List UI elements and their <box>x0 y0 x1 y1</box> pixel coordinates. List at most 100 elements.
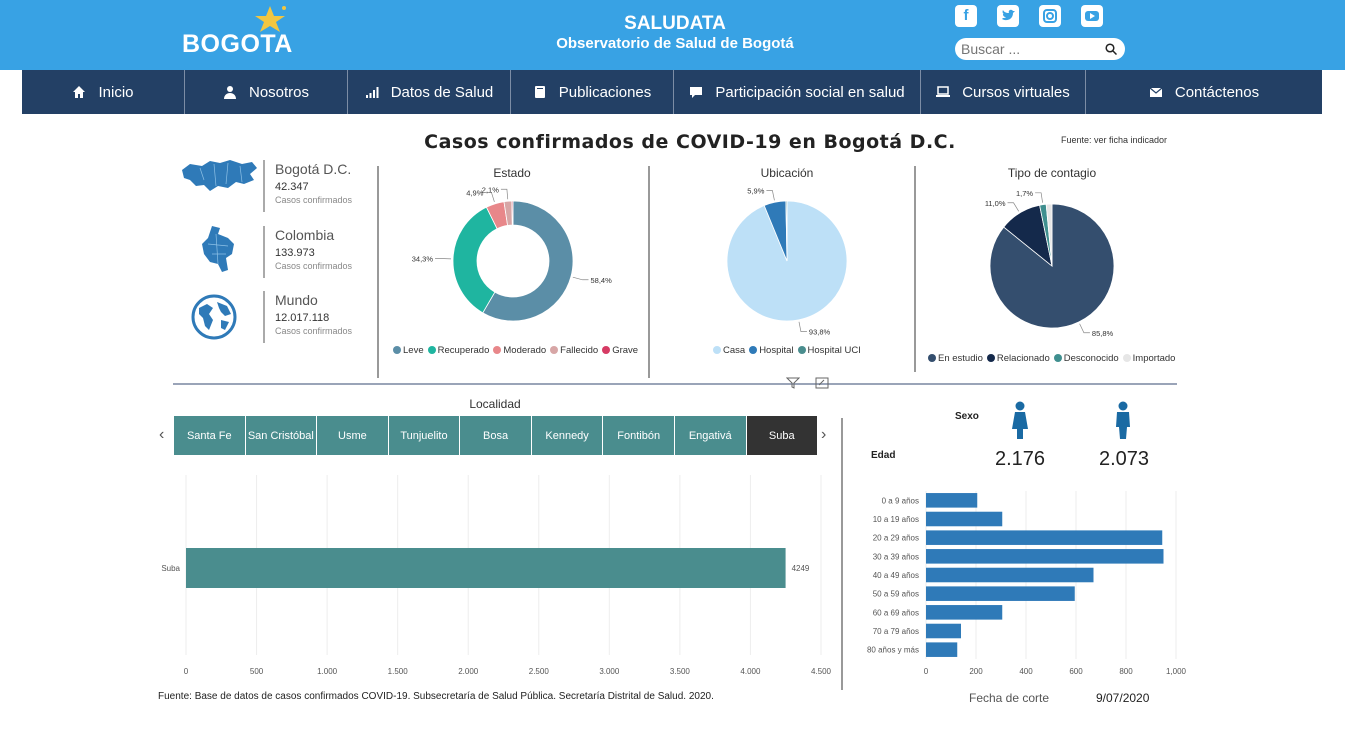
pie-slice[interactable] <box>482 200 574 322</box>
nav-label: Datos de Salud <box>390 83 494 101</box>
pie-leader-line <box>1079 323 1090 334</box>
comment-icon <box>690 87 703 98</box>
data-label: 4249 <box>792 564 810 573</box>
legend-swatch <box>986 354 995 362</box>
locality-tab[interactable]: Kennedy <box>531 416 603 455</box>
category-label: 30 a 39 años <box>873 552 919 561</box>
pie-slice[interactable] <box>452 206 498 314</box>
nav-nosotros[interactable]: Nosotros <box>185 70 348 114</box>
locality-tabs: Santa Fe San Cristóbal Usme Tunjuelito Bosa K… <box>174 416 818 455</box>
pie-leader-line <box>766 190 775 201</box>
locality-tab[interactable]: Bosa <box>460 416 531 455</box>
legend-item[interactable]: Moderado <box>493 345 546 356</box>
locality-tab[interactable]: Engativá <box>674 416 746 455</box>
bar[interactable] <box>926 586 1075 601</box>
tick-label: 4.000 <box>740 667 761 676</box>
nav-label: Contáctenos <box>1174 83 1260 101</box>
legend-item[interactable]: Desconocido <box>1053 353 1119 364</box>
bogota-logo[interactable]: BOGOTA <box>182 6 297 60</box>
female-icon <box>1012 401 1028 439</box>
stat-sub: Casos confirmados <box>275 195 353 205</box>
bar[interactable] <box>926 530 1163 545</box>
search-input[interactable] <box>955 38 1125 60</box>
bar[interactable] <box>926 493 978 508</box>
legend-item[interactable]: Relacionado <box>986 353 1050 364</box>
pie-leader-line <box>485 191 495 202</box>
legend-item[interactable]: Hospital <box>749 345 794 356</box>
pie-slice[interactable] <box>785 200 788 262</box>
pie-slice[interactable] <box>511 200 514 226</box>
search-icon[interactable] <box>1105 43 1117 55</box>
colombia-map-icon <box>202 226 234 272</box>
divider <box>377 166 379 378</box>
fecha-label: Fecha de corte <box>969 691 1050 705</box>
legend-item[interactable]: En estudio <box>928 353 983 364</box>
tick-label: 600 <box>1069 667 1083 676</box>
locality-tab[interactable]: Usme <box>317 416 388 455</box>
legend-item[interactable]: Grave <box>602 345 638 356</box>
legend-swatch <box>493 346 502 354</box>
bar[interactable] <box>926 549 1164 564</box>
legend-swatch <box>550 346 559 354</box>
bar[interactable] <box>186 548 786 588</box>
pie-label: 11,0% <box>985 199 1006 208</box>
locality-title: Localidad <box>469 397 521 411</box>
tick-label: 1.500 <box>388 667 409 676</box>
legend-item[interactable]: Leve <box>393 345 424 356</box>
source-link[interactable]: Fuente: ver ficha indicador <box>1061 135 1168 145</box>
twitter-icon[interactable] <box>997 5 1019 27</box>
pie-label: 2,1% <box>482 185 499 194</box>
app-subtitle: Observatorio de Salud de Bogotá <box>556 35 794 52</box>
brand: SALUDATA Observatorio de Salud de Bogotá <box>500 13 850 53</box>
tick-label: 3.500 <box>670 667 691 676</box>
tick-label: 3.000 <box>599 667 620 676</box>
focus-mode-icon[interactable] <box>815 377 829 389</box>
locality-tab[interactable]: Suba <box>746 416 818 455</box>
bar[interactable] <box>926 511 1003 527</box>
legend-item[interactable]: Casa <box>713 345 745 356</box>
locality-tab[interactable]: Fontibón <box>603 416 674 455</box>
nav-cursos-virtuales[interactable]: Cursos virtuales <box>921 70 1086 114</box>
chevron-left-icon[interactable]: ‹ <box>159 426 165 443</box>
nav-inicio[interactable]: Inicio <box>22 70 185 114</box>
nav-participacion-social[interactable]: Participación social en salud <box>674 70 921 114</box>
locality-tab[interactable]: San Cristóbal <box>245 416 317 455</box>
divider <box>914 166 916 372</box>
instagram-icon[interactable] <box>1039 5 1061 27</box>
legend-swatch <box>427 346 436 354</box>
facebook-icon[interactable]: f <box>955 5 977 27</box>
tick-label: 0 <box>924 667 929 676</box>
locality-tab[interactable]: Tunjuelito <box>388 416 460 455</box>
legend-swatch <box>602 346 611 354</box>
stat-value: 133.973 <box>275 247 315 259</box>
pie-chart-estado: 58,4% 34,3% 4,9%2,1% <box>412 185 612 322</box>
pie-label: 93,8% <box>809 328 831 337</box>
bar[interactable] <box>926 623 961 639</box>
tick-label: 500 <box>250 667 264 676</box>
legend-swatch <box>1122 354 1131 362</box>
female-count: 2.176 <box>995 448 1046 470</box>
pie-slice[interactable] <box>1045 203 1053 267</box>
legend-item[interactable]: Fallecido <box>550 345 598 356</box>
legend-item[interactable]: Hospital UCI <box>797 345 861 356</box>
pie-label: 4,9% <box>466 188 483 197</box>
nav-label: Nosotros <box>248 83 310 101</box>
bar[interactable] <box>926 642 958 657</box>
bar[interactable] <box>926 567 1094 583</box>
legend-item[interactable]: Importado <box>1122 353 1175 364</box>
category-label: 20 a 29 años <box>873 534 919 543</box>
youtube-icon[interactable] <box>1081 5 1103 27</box>
nav-publicaciones[interactable]: Publicaciones <box>511 70 674 114</box>
pie-label: 5,9% <box>747 186 764 195</box>
tick-label: 200 <box>969 667 983 676</box>
nav-datos-de-salud[interactable]: Datos de Salud <box>348 70 511 114</box>
locality-tab[interactable]: Santa Fe <box>174 416 245 455</box>
filter-icon[interactable] <box>786 376 800 390</box>
chevron-right-icon[interactable]: › <box>821 426 827 443</box>
legend-item[interactable]: Recuperado <box>427 345 489 356</box>
nav-contactenos[interactable]: Contáctenos <box>1086 70 1322 114</box>
bar[interactable] <box>926 605 1003 620</box>
main-nav: Inicio Nosotros Datos de Salud Publicaci… <box>22 70 1322 114</box>
pie-chart-ubicacion: 93,8% 5,9% <box>726 186 848 337</box>
top-bar: BOGOTA SALUDATA Observatorio de Salud de… <box>0 0 1345 70</box>
